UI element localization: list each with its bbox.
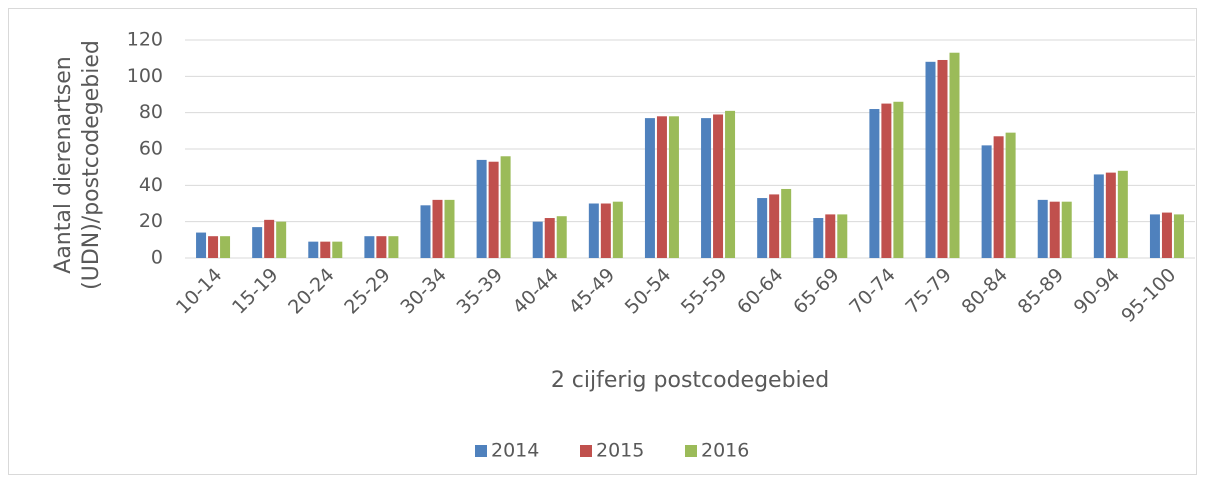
bar: [208, 236, 219, 258]
bar: [1093, 174, 1104, 258]
bar: [837, 214, 848, 258]
bar: [1161, 212, 1172, 258]
bar: [1149, 214, 1160, 258]
bar: [588, 203, 599, 258]
bar: [1117, 170, 1128, 258]
bar: [420, 205, 431, 258]
bar: [432, 199, 443, 258]
bar: [1173, 214, 1184, 258]
legend-label: 2014: [491, 440, 539, 462]
y-axis-title: Aantal dierenartsen: [51, 56, 76, 273]
bar: [781, 188, 792, 258]
bar: [544, 218, 555, 258]
bar: [701, 118, 712, 258]
bar: [600, 203, 611, 258]
legend-label: 2016: [701, 440, 749, 462]
bar: [276, 221, 287, 258]
bar: [376, 236, 387, 258]
legend-label: 2015: [596, 440, 644, 462]
bar: [444, 199, 455, 258]
legend-swatch: [685, 445, 697, 457]
bar: [364, 236, 375, 258]
bar: [925, 61, 936, 258]
bar: [308, 241, 319, 258]
bar: [881, 103, 892, 258]
bar: [332, 241, 343, 258]
bar: [893, 101, 904, 259]
bar: [713, 114, 724, 258]
bar: [612, 201, 623, 258]
y-tick-label: 20: [139, 210, 163, 232]
bar: [644, 118, 655, 258]
bar: [556, 216, 567, 258]
bar: [476, 159, 487, 258]
y-axis-title: (UDN)/postcodegebied: [79, 40, 104, 290]
x-axis-title: 2 cijferig postcodegebied: [551, 368, 829, 393]
bar: [869, 109, 880, 259]
bar: [725, 110, 736, 258]
bar: [993, 136, 1004, 258]
bar: [488, 161, 499, 258]
bar: [656, 116, 667, 258]
y-tick-label: 60: [139, 138, 163, 160]
bar: [1061, 201, 1072, 258]
bar: [757, 198, 768, 258]
bar: [252, 227, 263, 258]
y-tick-label: 80: [139, 101, 163, 123]
bar: [949, 52, 960, 258]
legend-swatch: [580, 445, 592, 457]
bar: [264, 219, 275, 258]
bar: [981, 145, 992, 258]
y-tick-label: 40: [139, 174, 163, 196]
bar: [769, 194, 780, 258]
legend-swatch: [475, 445, 487, 457]
bar: [500, 156, 511, 258]
bar: [825, 214, 836, 258]
bar: [1049, 201, 1060, 258]
y-tick-label: 100: [127, 65, 163, 87]
bar: [668, 116, 679, 258]
bar: [532, 221, 543, 258]
y-tick-label: 120: [127, 29, 163, 51]
bar: [1005, 132, 1016, 258]
bar: [196, 232, 207, 258]
bar: [388, 236, 399, 258]
bar: [1037, 199, 1048, 258]
bar: [320, 241, 331, 258]
bar: [937, 59, 948, 258]
y-tick-label: 0: [151, 247, 163, 269]
bar: [220, 236, 231, 258]
bar: [1105, 172, 1116, 258]
bar: [813, 218, 824, 258]
